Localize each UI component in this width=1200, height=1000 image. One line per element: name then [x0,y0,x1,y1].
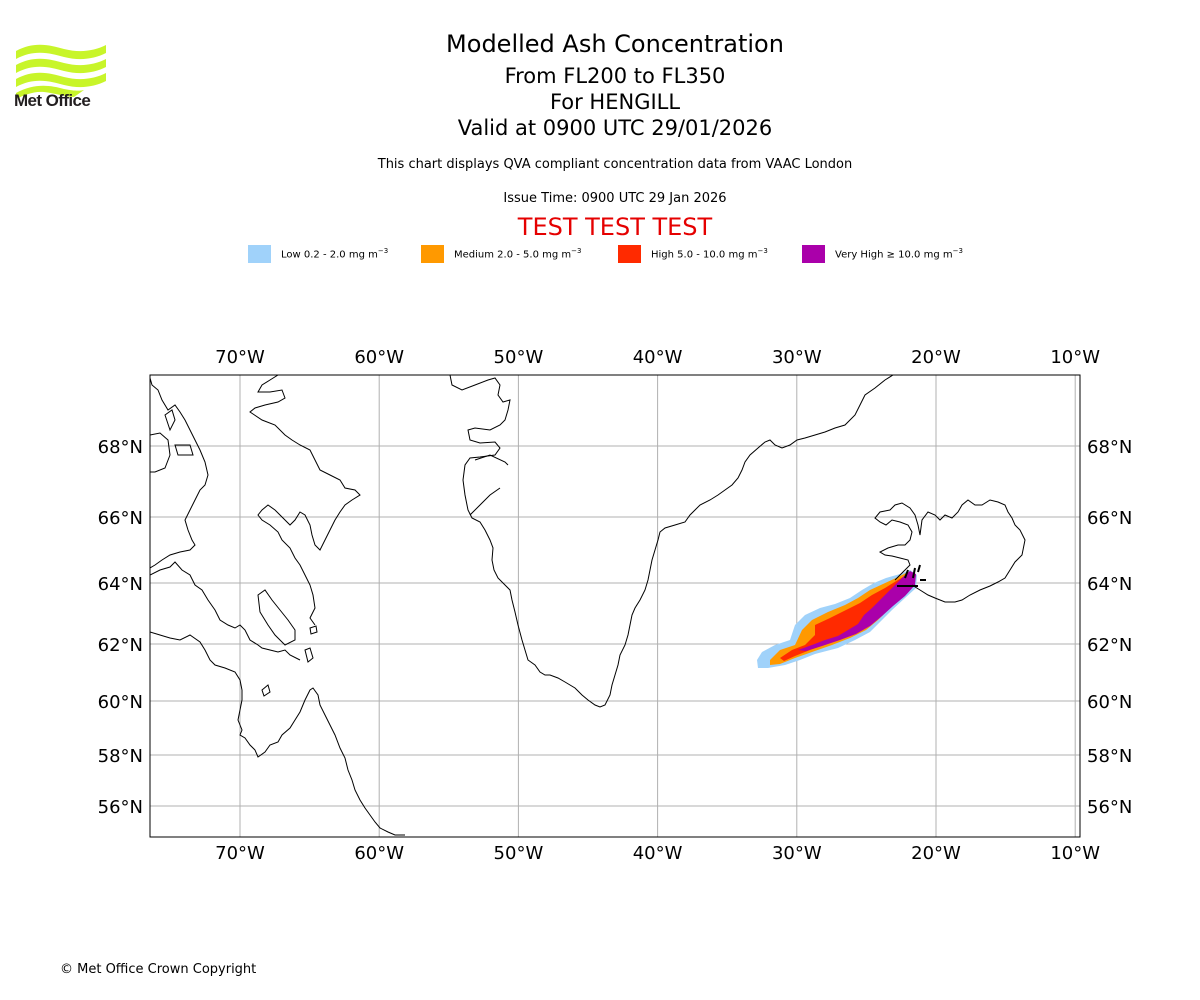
copyright-notice: © Met Office Crown Copyright [60,962,257,977]
coastline-baffin-east [249,375,361,626]
legend-swatch-low [248,245,271,263]
met-office-logo-icon [16,44,106,99]
subtitle-valid-time: Valid at 0900 UTC 29/01/2026 [457,116,773,140]
lon-tick-label-top: 30°W [772,347,822,368]
lon-tick-label-top: 70°W [215,347,265,368]
lat-tick-label-left: 58°N [98,746,143,767]
lon-tick-label-bottom: 60°W [354,843,404,864]
legend-swatch-very-high [802,245,825,263]
lon-tick-label-top: 60°W [354,347,404,368]
coastline-greenland [449,375,894,708]
chart-title: Modelled Ash Concentration [446,30,784,58]
lat-tick-label-left: 66°N [98,508,143,529]
subtitle-levels: From FL200 to FL350 [504,64,726,88]
map-frame [149,374,1081,838]
issue-time: Issue Time: 0900 UTC 29 Jan 2026 [503,191,727,206]
met-office-logo-text: Met Office [14,91,91,110]
lat-tick-label-right: 62°N [1087,635,1132,656]
lon-tick-label-bottom: 20°W [911,843,961,864]
coastline-island [174,444,194,456]
legend-swatch-high [618,245,641,263]
coastline-greenland-fjord [469,487,501,516]
lon-tick-label-bottom: 30°W [772,843,822,864]
lat-tick-label-right: 64°N [1087,574,1132,595]
lon-tick-label-bottom: 10°W [1050,843,1100,864]
coastlines [150,375,1026,836]
test-banner: TEST TEST TEST [517,213,713,241]
axis-ticks: 70°W 70°W 60°W 60°W 50°W 50°W 40°W 40°W 30°W 30°W… [98,347,1133,864]
coastline-baffin-west [150,377,209,569]
coastline-baffin-south [150,561,301,661]
legend-item-high: High 5.0 - 10.0 mg m−3 [618,244,768,264]
lat-tick-label-right: 60°N [1087,692,1132,713]
lat-tick-label-right: 68°N [1087,437,1132,458]
graticule [150,375,1080,837]
legend-item-very-high: Very High ≥ 10.0 mg m−3 [802,244,963,264]
coastline-island [309,625,318,635]
coastline-island [304,647,314,663]
legend-label-very-high: Very High ≥ 10.0 mg m [835,249,953,261]
legend-item-low: Low 0.2 - 2.0 mg m−3 [248,244,388,264]
lon-tick-label-bottom: 70°W [215,843,265,864]
hengill-volcano-marker [897,564,926,587]
lat-tick-label-left: 60°N [98,692,143,713]
lat-tick-label-left: 64°N [98,574,143,595]
legend-label-low: Low 0.2 - 2.0 mg m [281,249,378,261]
legend-label-medium: Medium 2.0 - 5.0 mg m [454,249,572,261]
lon-tick-label-bottom: 50°W [494,843,544,864]
ash-plume [757,570,917,668]
lon-tick-label-top: 50°W [494,347,544,368]
subtitle-volcano: For HENGILL [549,90,681,114]
lon-tick-label-top: 20°W [911,347,961,368]
coastline-island [257,589,296,646]
ash-plume-very-high [798,571,916,651]
coastline-labrador [150,631,405,836]
lat-tick-label-left: 68°N [98,437,143,458]
lat-tick-label-right: 66°N [1087,508,1132,529]
lat-tick-label-right: 56°N [1087,797,1132,818]
lon-tick-label-bottom: 40°W [633,843,683,864]
lat-tick-label-left: 62°N [98,635,143,656]
lat-tick-label-right: 58°N [1087,746,1132,767]
coastline-baffin-lake [150,432,171,473]
ash-plume-high [780,574,915,661]
lon-tick-label-top: 40°W [633,347,683,368]
legend-item-medium: Medium 2.0 - 5.0 mg m−3 [421,244,581,264]
description-text: This chart displays QVA compliant concen… [377,157,853,172]
legend-swatch-medium [421,245,444,263]
coastline-greenland-fjord [474,454,509,466]
coastline-island [164,409,176,432]
coastline-iceland [874,499,1026,603]
coastline-island [261,684,271,697]
lat-tick-label-left: 56°N [98,797,143,818]
lon-tick-label-top: 10°W [1050,347,1100,368]
legend-label-high: High 5.0 - 10.0 mg m [651,249,758,261]
